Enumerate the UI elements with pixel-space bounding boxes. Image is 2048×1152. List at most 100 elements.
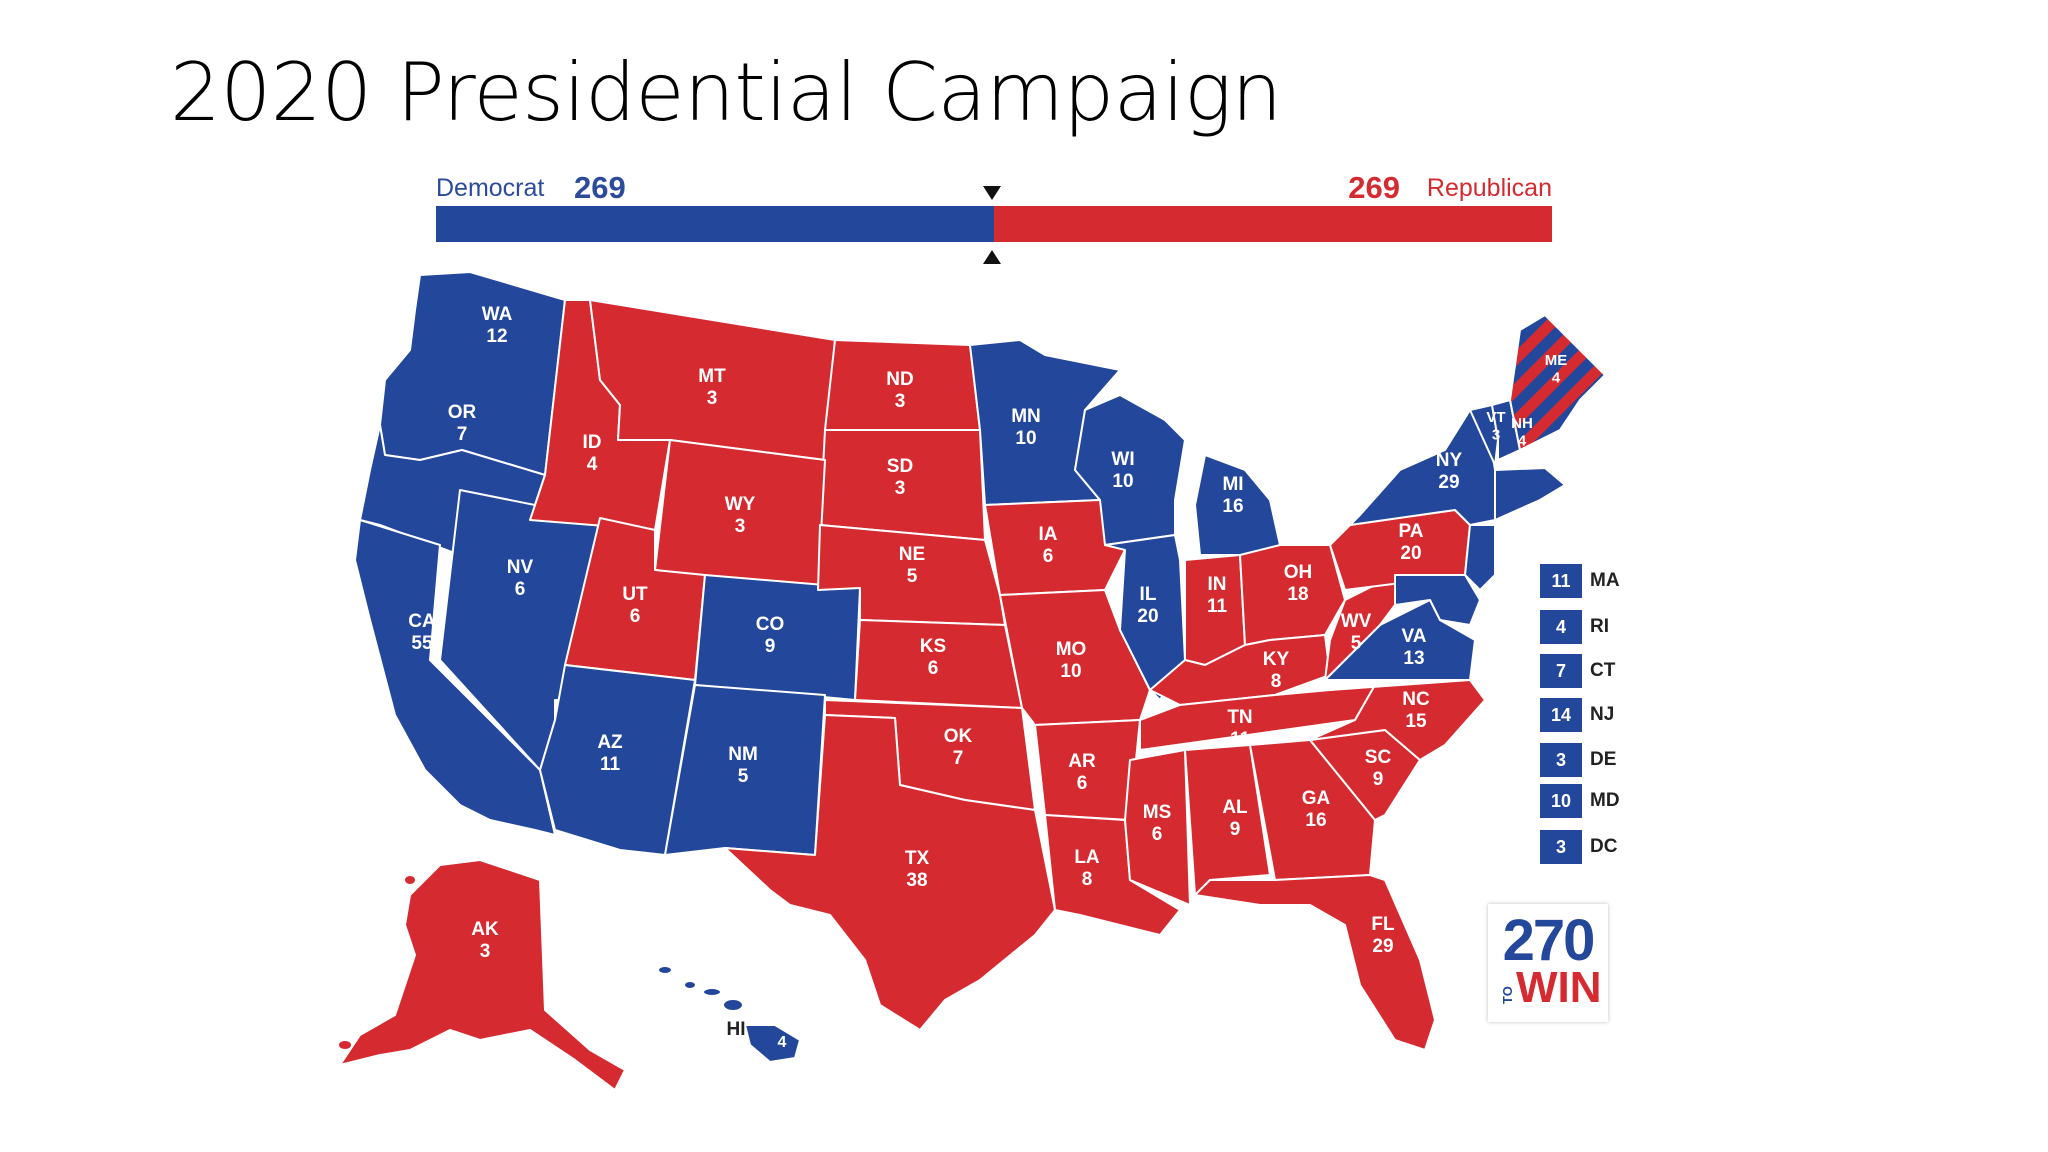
logo-to: TO bbox=[1500, 986, 1515, 1004]
label-ca: CA 55 bbox=[408, 611, 436, 654]
state-nc[interactable] bbox=[1309, 679, 1486, 761]
logo-win: WIN bbox=[1516, 963, 1602, 1012]
state-ev: 3 bbox=[895, 478, 906, 499]
state-abbr: ND bbox=[886, 369, 913, 390]
state-ev: 6 bbox=[928, 658, 939, 679]
270towin-logo: 270 TO WIN bbox=[1488, 904, 1608, 1022]
state-ak[interactable] bbox=[339, 859, 626, 1091]
label-va: VA 13 bbox=[1402, 626, 1427, 669]
legend-ev-box: 7 bbox=[1540, 654, 1582, 688]
democrat-bar bbox=[436, 206, 994, 242]
label-co: CO 9 bbox=[756, 614, 785, 657]
state-ev: 3 bbox=[1492, 426, 1500, 443]
state-me[interactable] bbox=[1509, 314, 1606, 451]
state-ks[interactable] bbox=[854, 619, 1023, 709]
state-abbr: KY bbox=[1263, 649, 1290, 670]
state-ny[interactable] bbox=[1349, 404, 1496, 526]
state-md-de[interactable] bbox=[1394, 574, 1481, 626]
state-ev: 55 bbox=[411, 633, 433, 654]
state-abbr: SD bbox=[887, 456, 913, 477]
legend-item-dc[interactable]: 3 DC bbox=[1540, 830, 1660, 864]
state-ev: 29 bbox=[1372, 936, 1393, 957]
state-ev: 5 bbox=[907, 566, 918, 587]
legend-item-ri[interactable]: 4 RI bbox=[1540, 610, 1660, 644]
state-ev: 16 bbox=[1305, 810, 1326, 831]
label-nd: ND 3 bbox=[886, 369, 913, 412]
label-ar: AR 6 bbox=[1068, 751, 1096, 794]
state-abbr: PA bbox=[1399, 521, 1424, 542]
label-ut: UT 6 bbox=[622, 584, 648, 627]
state-tx[interactable] bbox=[724, 714, 1056, 1031]
legend-ev-box: 10 bbox=[1540, 784, 1582, 818]
state-abbr: NC bbox=[1402, 689, 1430, 710]
label-mo: MO 10 bbox=[1056, 639, 1087, 682]
state-hi[interactable] bbox=[744, 1024, 801, 1063]
state-abbr: WA bbox=[482, 304, 513, 325]
state-ev: 12 bbox=[486, 326, 507, 347]
label-mi: MI 16 bbox=[1222, 474, 1243, 517]
label-nv: NV 6 bbox=[507, 557, 534, 600]
label-mn: MN 10 bbox=[1011, 406, 1041, 449]
state-ga[interactable] bbox=[1249, 739, 1376, 881]
label-wa: WA 12 bbox=[482, 304, 513, 347]
state-ev: 4 bbox=[1518, 432, 1527, 449]
legend-abbr: NJ bbox=[1590, 704, 1615, 725]
label-ky: KY 8 bbox=[1263, 649, 1290, 692]
legend-item-de[interactable]: 3 DE bbox=[1540, 743, 1660, 777]
state-abbr: LA bbox=[1074, 847, 1100, 868]
legend-abbr: RI bbox=[1590, 616, 1609, 637]
logo-number: 270 bbox=[1502, 908, 1596, 973]
state-abbr: WV bbox=[1341, 611, 1372, 632]
state-ms[interactable] bbox=[1124, 749, 1191, 906]
state-wi[interactable] bbox=[1074, 394, 1186, 546]
state-ev: 3 bbox=[895, 391, 906, 412]
label-ok: OK 7 bbox=[944, 726, 973, 769]
state-ev: 11 bbox=[1230, 729, 1251, 750]
state-abbr: AL bbox=[1222, 797, 1248, 818]
state-wa[interactable] bbox=[379, 271, 566, 476]
state-fl[interactable] bbox=[1194, 874, 1436, 1051]
label-mt: MT 3 bbox=[698, 366, 726, 409]
alaska-island-2 bbox=[405, 876, 415, 884]
legend-item-nj[interactable]: 14 NJ bbox=[1540, 698, 1660, 732]
state-abbr: NV bbox=[507, 557, 534, 578]
label-ne: NE 5 bbox=[899, 544, 925, 587]
republican-total: 269 bbox=[1348, 170, 1400, 205]
label-wi: WI 10 bbox=[1111, 449, 1134, 492]
state-ev: 29 bbox=[1438, 472, 1459, 493]
state-ev: 15 bbox=[1405, 711, 1427, 732]
state-abbr: IN bbox=[1208, 574, 1227, 595]
state-nj[interactable] bbox=[1464, 524, 1496, 591]
label-sd: SD 3 bbox=[887, 456, 913, 499]
state-ev: 9 bbox=[1373, 769, 1384, 790]
state-ca[interactable] bbox=[354, 519, 556, 836]
legend-item-ct[interactable]: 7 CT bbox=[1540, 654, 1660, 688]
legend-abbr: CT bbox=[1590, 660, 1616, 681]
label-ny: NY 29 bbox=[1436, 450, 1463, 493]
label-me: ME 4 bbox=[1545, 352, 1568, 386]
legend-item-ma[interactable]: 11 MA bbox=[1540, 564, 1660, 598]
state-ev: 10 bbox=[1060, 661, 1081, 682]
label-ks: KS 6 bbox=[920, 636, 946, 679]
label-il: IL 20 bbox=[1137, 584, 1158, 627]
legend-ev-box: 11 bbox=[1540, 564, 1582, 598]
state-ia[interactable] bbox=[984, 499, 1126, 596]
state-abbr: OK bbox=[944, 726, 973, 747]
state-ev: 9 bbox=[1230, 819, 1241, 840]
state-ev: 38 bbox=[906, 870, 927, 891]
state-abbr: MN bbox=[1011, 406, 1041, 427]
label-wv: WV 5 bbox=[1341, 611, 1372, 654]
state-ev: 11 bbox=[600, 754, 621, 775]
state-abbr: AZ bbox=[597, 732, 623, 753]
legend-item-md[interactable]: 10 MD bbox=[1540, 784, 1660, 818]
state-abbr: MO bbox=[1056, 639, 1087, 660]
state-ev: 6 bbox=[515, 579, 526, 600]
state-co[interactable] bbox=[694, 574, 861, 701]
state-abbr: IA bbox=[1039, 524, 1058, 545]
state-ma-ri-ct[interactable] bbox=[1494, 467, 1566, 521]
state-mo[interactable] bbox=[999, 589, 1151, 726]
state-il[interactable] bbox=[1104, 534, 1186, 701]
label-al: AL 9 bbox=[1222, 797, 1248, 840]
state-ev: 10 bbox=[1015, 428, 1036, 449]
state-al[interactable] bbox=[1184, 744, 1271, 896]
